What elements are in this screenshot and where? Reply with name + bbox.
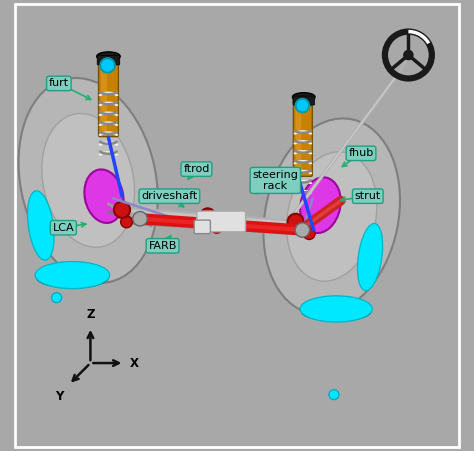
Ellipse shape	[301, 301, 371, 321]
Text: ftrod: ftrod	[183, 164, 210, 174]
Circle shape	[114, 202, 130, 218]
Text: LCA: LCA	[53, 223, 74, 233]
Ellipse shape	[300, 296, 372, 322]
Circle shape	[201, 208, 215, 223]
Circle shape	[121, 216, 132, 228]
FancyBboxPatch shape	[293, 96, 315, 105]
Ellipse shape	[36, 267, 109, 288]
Text: Z: Z	[86, 308, 95, 321]
Ellipse shape	[300, 177, 341, 233]
Circle shape	[100, 58, 115, 73]
FancyBboxPatch shape	[293, 105, 312, 176]
Text: steering
rack: steering rack	[252, 170, 298, 191]
Circle shape	[295, 223, 310, 237]
Ellipse shape	[42, 114, 135, 247]
Text: driveshaft: driveshaft	[141, 191, 198, 201]
Ellipse shape	[35, 262, 109, 289]
Text: FARB: FARB	[148, 241, 177, 251]
Text: X: X	[130, 357, 139, 369]
Ellipse shape	[18, 78, 158, 283]
Circle shape	[303, 228, 315, 239]
Text: strut: strut	[355, 191, 381, 201]
Circle shape	[52, 293, 62, 303]
Circle shape	[404, 51, 413, 60]
Ellipse shape	[287, 152, 377, 281]
Text: Y: Y	[55, 390, 64, 403]
FancyBboxPatch shape	[97, 55, 120, 65]
Circle shape	[296, 99, 309, 112]
FancyBboxPatch shape	[99, 64, 118, 137]
Ellipse shape	[84, 170, 124, 223]
FancyBboxPatch shape	[296, 106, 301, 175]
Ellipse shape	[292, 93, 315, 101]
Circle shape	[133, 212, 147, 226]
Ellipse shape	[97, 52, 120, 61]
Text: furt: furt	[49, 78, 69, 88]
Circle shape	[329, 390, 339, 400]
FancyBboxPatch shape	[197, 211, 246, 232]
FancyBboxPatch shape	[194, 220, 210, 234]
Circle shape	[211, 221, 223, 233]
Ellipse shape	[357, 224, 383, 290]
Text: fhub: fhub	[348, 148, 374, 158]
Circle shape	[288, 214, 304, 230]
FancyBboxPatch shape	[101, 65, 107, 136]
Ellipse shape	[264, 119, 400, 314]
Ellipse shape	[27, 191, 54, 260]
